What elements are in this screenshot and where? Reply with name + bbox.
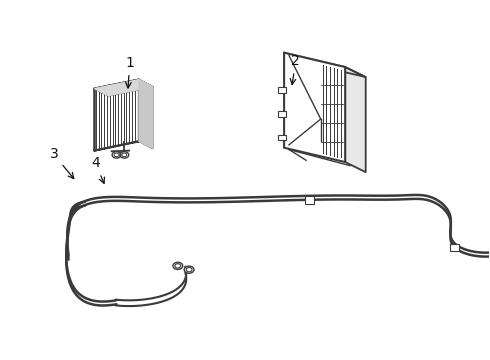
Circle shape (184, 266, 194, 273)
Text: 3: 3 (49, 148, 74, 179)
Polygon shape (95, 80, 153, 96)
Bar (278, 135, 286, 140)
FancyBboxPatch shape (305, 196, 314, 203)
Text: 1: 1 (125, 56, 134, 88)
Polygon shape (139, 80, 153, 148)
Text: 4: 4 (91, 157, 104, 183)
Bar (278, 87, 286, 93)
Circle shape (173, 262, 183, 269)
FancyBboxPatch shape (450, 244, 459, 251)
Circle shape (122, 153, 127, 157)
Polygon shape (284, 53, 345, 162)
Polygon shape (95, 80, 139, 150)
Text: 2: 2 (290, 54, 300, 85)
Circle shape (114, 153, 119, 157)
Bar (278, 111, 286, 117)
Polygon shape (345, 67, 366, 172)
Polygon shape (284, 53, 366, 77)
